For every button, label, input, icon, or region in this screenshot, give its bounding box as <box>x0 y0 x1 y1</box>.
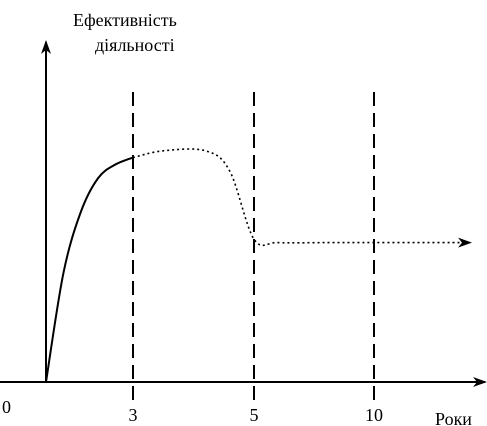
y-axis-label-line1: Ефективність <box>73 10 177 30</box>
series-group <box>45 148 472 383</box>
x-tick-label-10: 10 <box>365 405 383 425</box>
series-line-dotted <box>132 148 472 248</box>
origin-label: 0 <box>2 397 11 417</box>
x-axis-label: Роки <box>435 409 472 426</box>
reference-lines <box>132 92 375 400</box>
y-axis-label-line2: діяльності <box>95 35 175 55</box>
x-tick-labels: 3 5 10 <box>129 405 384 425</box>
series-line-solid <box>45 156 134 383</box>
x-tick-label-5: 5 <box>250 405 259 425</box>
x-tick-label-3: 3 <box>129 405 138 425</box>
